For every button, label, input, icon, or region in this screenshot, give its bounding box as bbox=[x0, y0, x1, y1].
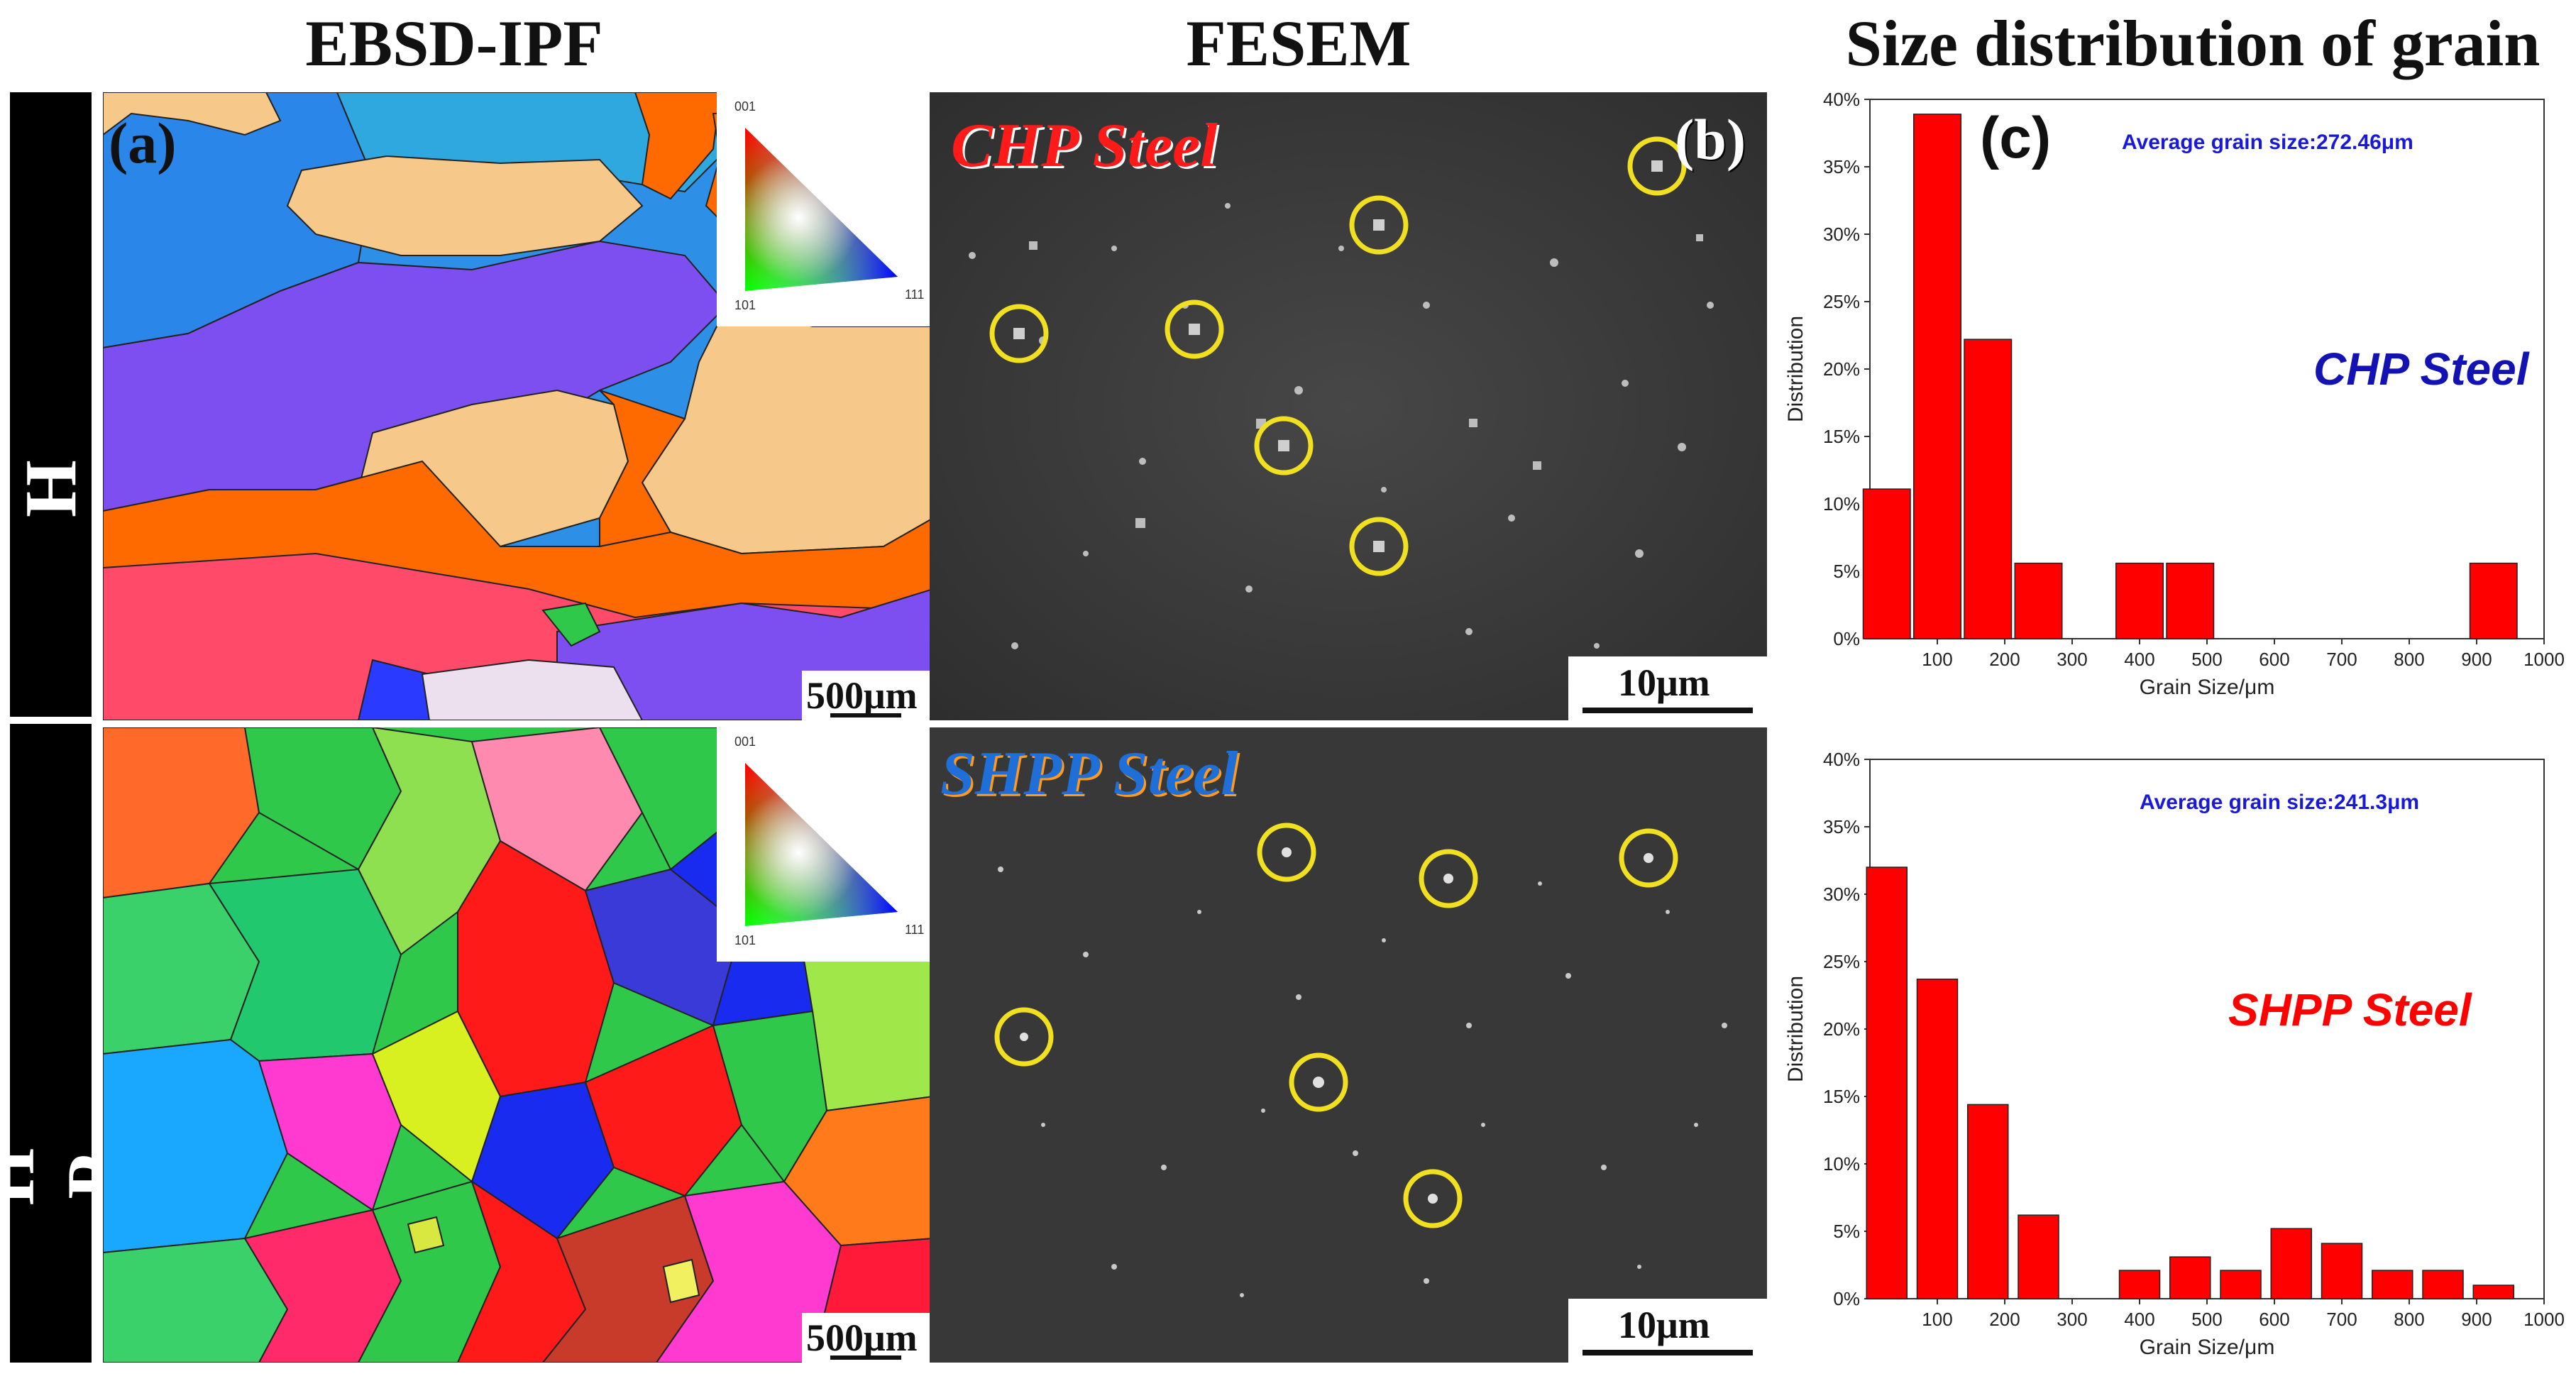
histogram-bar bbox=[2166, 562, 2215, 639]
histogram-bar bbox=[1964, 339, 2013, 639]
x-tick-label: 500 bbox=[2191, 649, 2222, 670]
ebsd-ipf-map-chp: 001 101 111 (a) 500μm bbox=[103, 92, 933, 720]
x-tick-label: 800 bbox=[2394, 649, 2424, 670]
y-tick-label: 25% bbox=[1823, 951, 1860, 972]
scale-bar-ebsd-chp: 500μm bbox=[802, 671, 933, 720]
x-tick-label: 600 bbox=[2259, 1309, 2289, 1330]
column-title-size-distribution: Size distribution of grain bbox=[1845, 7, 2541, 79]
x-tick-label: 200 bbox=[1989, 649, 2020, 670]
y-tick-label: 5% bbox=[1833, 1221, 1860, 1242]
fesem-image-shpp: SHPP Steel 10μm bbox=[930, 727, 1767, 1363]
histogram-bar bbox=[2115, 562, 2164, 639]
ipf-key-label-111-shpp: 111 bbox=[905, 923, 925, 937]
histogram-bar bbox=[2372, 1270, 2413, 1299]
histogram-bar bbox=[2321, 1243, 2363, 1299]
x-tick-label: 400 bbox=[2124, 1309, 2154, 1330]
scale-bar-ebsd-shpp: 500μm bbox=[802, 1313, 933, 1363]
histogram-bar bbox=[2469, 562, 2518, 639]
histogram-bar bbox=[2169, 1256, 2211, 1299]
panel-label-c: (c) bbox=[1980, 106, 2051, 170]
x-axis-label: Grain Size/μm bbox=[2140, 1336, 2275, 1359]
column-title-fesem: FESEM bbox=[1186, 7, 1411, 79]
histogram-bar bbox=[1866, 867, 1908, 1299]
grain-size-histogram-shpp: 0% 5% 10% 15% 20% 25% 30% 35% 40% 100 200 300 400 500… bbox=[1784, 749, 2565, 1359]
y-tick-label: 35% bbox=[1823, 816, 1860, 837]
histogram-bar bbox=[1862, 488, 1911, 639]
scale-bar-fesem-chp: 10μm bbox=[1568, 656, 1767, 720]
ipf-key-label-101-shpp: 101 bbox=[734, 933, 756, 947]
fesem-title-shpp: SHPP Steel bbox=[940, 739, 1238, 808]
x-tick-label: 1000 bbox=[2523, 649, 2565, 670]
x-tick-label: 700 bbox=[2326, 649, 2357, 670]
histogram-bar bbox=[2018, 1214, 2059, 1299]
x-tick-label: 100 bbox=[1922, 649, 1952, 670]
x-tick-label: 600 bbox=[2259, 649, 2289, 670]
ipf-key-label-001: 001 bbox=[734, 99, 756, 114]
y-tick-label: 10% bbox=[1823, 1153, 1860, 1175]
ipf-color-key-shpp bbox=[717, 727, 933, 962]
histogram-bar bbox=[1913, 114, 1961, 639]
x-tick-label: 100 bbox=[1922, 1309, 1952, 1330]
histogram-bar bbox=[1967, 1104, 2009, 1299]
y-tick-label: 20% bbox=[1823, 1018, 1860, 1040]
y-tick-label: 10% bbox=[1823, 493, 1860, 515]
y-tick-label: 30% bbox=[1823, 884, 1860, 905]
x-tick-label: 500 bbox=[2191, 1309, 2222, 1330]
fesem-circles-chp bbox=[989, 136, 1687, 576]
ebsd-ipf-map-shpp: 001 101 111 500μm bbox=[103, 727, 933, 1363]
x-tick-label: 400 bbox=[2124, 649, 2154, 670]
ipf-key-label-001-shpp: 001 bbox=[734, 735, 756, 749]
y-tick-label: 5% bbox=[1833, 561, 1860, 582]
x-tick-label: 800 bbox=[2394, 1309, 2424, 1330]
histogram-bar bbox=[2118, 1270, 2161, 1299]
y-tick-label: 15% bbox=[1823, 426, 1860, 447]
histogram-bar bbox=[2270, 1228, 2312, 1299]
histogram-bar bbox=[2014, 562, 2063, 639]
fesem-micrograph-chp bbox=[930, 92, 1767, 720]
ipf-key-label-111: 111 bbox=[905, 287, 925, 302]
histogram-bar bbox=[2422, 1270, 2464, 1299]
y-tick-label: 40% bbox=[1823, 89, 1860, 110]
y-tick-label: 30% bbox=[1823, 224, 1860, 245]
ipf-color-key-chp bbox=[717, 92, 933, 326]
y-tick-label: 0% bbox=[1833, 1288, 1860, 1309]
x-tick-label: 700 bbox=[2326, 1309, 2357, 1330]
fesem-circles-shpp bbox=[994, 823, 1678, 1228]
x-tick-label: 300 bbox=[2057, 1309, 2087, 1330]
ipf-key-label-101: 101 bbox=[734, 298, 756, 312]
x-tick-label: 900 bbox=[2461, 649, 2492, 670]
x-tick-label: 900 bbox=[2461, 1309, 2492, 1330]
panel-label-a: (a) bbox=[109, 111, 177, 175]
y-tick-label: 25% bbox=[1823, 291, 1860, 312]
y-tick-label: 40% bbox=[1823, 749, 1860, 770]
grain-size-histogram-chp: 0% 5% 10% 15% 20% 25% 30% 35% 40% 100 200 300 400 500… bbox=[1784, 89, 2565, 699]
column-title-ebsd: EBSD-IPF bbox=[305, 7, 603, 79]
y-tick-label: 35% bbox=[1823, 156, 1860, 177]
fesem-image-chp: CHP Steel (b) 10μm bbox=[930, 92, 1767, 720]
x-tick-label: 300 bbox=[2057, 649, 2087, 670]
histogram-bar bbox=[2220, 1270, 2262, 1299]
fesem-title-chp: CHP Steel bbox=[951, 111, 1218, 180]
sample-series-label: SHPP Steel bbox=[2228, 984, 2472, 1035]
histogram-bar bbox=[2472, 1285, 2514, 1299]
row-label-shpp: S H P P bbox=[0, 724, 219, 1363]
y-axis-label: Distribution bbox=[1784, 316, 1807, 422]
sample-series-label: CHP Steel bbox=[2313, 343, 2530, 395]
average-grain-size-annotation: Average grain size:241.3μm bbox=[2140, 791, 2419, 814]
panel-label-b: (b) bbox=[1675, 107, 1746, 172]
average-grain-size-annotation: Average grain size:272.46μm bbox=[2122, 131, 2413, 154]
fesem-micrograph-shpp bbox=[930, 727, 1767, 1363]
histogram-bar bbox=[1916, 978, 1959, 1299]
y-tick-label: 0% bbox=[1833, 628, 1860, 649]
x-tick-label: 200 bbox=[1989, 1309, 2020, 1330]
y-tick-label: 20% bbox=[1823, 358, 1860, 380]
scale-bar-fesem-shpp: 10μm bbox=[1568, 1299, 1767, 1363]
x-tick-label: 1000 bbox=[2523, 1309, 2565, 1330]
x-axis-label: Grain Size/μm bbox=[2140, 676, 2275, 699]
y-axis-label: Distribution bbox=[1784, 976, 1807, 1082]
y-tick-label: 15% bbox=[1823, 1086, 1860, 1107]
row-label-chp: C H P bbox=[0, 92, 176, 717]
